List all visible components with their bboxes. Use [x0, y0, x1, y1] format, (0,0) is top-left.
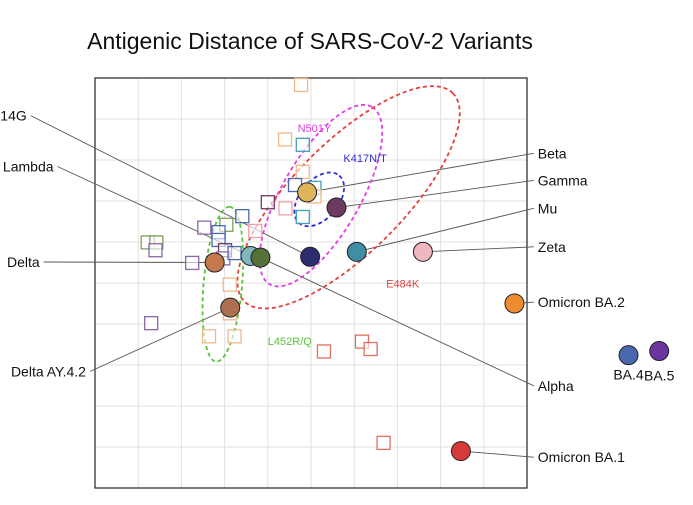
cluster-n501y — [258, 103, 384, 288]
variant-point-beta — [297, 182, 318, 203]
serum-point — [278, 201, 293, 216]
serum-point — [227, 329, 242, 344]
variant-point-gamma — [326, 197, 347, 218]
variant-label-delta: Delta — [7, 254, 40, 270]
serum-point — [293, 77, 309, 93]
variant-label-ba-5: BA.5 — [644, 368, 675, 384]
serum-point — [277, 132, 293, 147]
leader-line-beta — [307, 152, 534, 193]
cluster-label-n501y: N501Y — [298, 123, 332, 135]
serum-point — [148, 243, 163, 258]
cluster-l452r-q — [201, 205, 245, 363]
variant-point-alpha — [250, 247, 271, 268]
serum-point — [144, 316, 159, 331]
serum-point — [227, 245, 242, 261]
variant-label-ba-4: BA.4 — [613, 366, 644, 382]
variant-label-lambda: Lambda — [3, 158, 54, 174]
variant-label-omicron-ba-1: Omicron BA.1 — [538, 449, 625, 465]
serum-point — [295, 164, 310, 180]
serum-point — [295, 137, 310, 152]
cluster-label-l452r-q: L452R/Q — [268, 336, 312, 348]
variant-point-mu — [346, 241, 367, 262]
serum-point — [222, 277, 237, 292]
leader-line-gamma — [336, 179, 534, 209]
leader-line-delta-ay-4-2 — [89, 307, 231, 372]
serum-point — [376, 435, 391, 451]
cluster-e484k — [236, 85, 461, 310]
variant-label-614g: 614G — [0, 108, 27, 124]
grid — [95, 78, 527, 488]
plot-frame — [94, 77, 528, 489]
serum-point — [248, 223, 263, 239]
variant-label-beta: Beta — [538, 145, 567, 161]
leader-line-omicron-ba-1 — [460, 450, 534, 458]
cluster-label-k417n-t: K417N/T — [343, 153, 387, 165]
leader-line-mu — [356, 207, 534, 253]
sera-points — [140, 77, 391, 451]
variant-label-alpha: Alpha — [538, 378, 574, 394]
variant-point-ba-4 — [618, 345, 639, 366]
serum-point — [260, 195, 275, 210]
variant-label-mu: Mu — [538, 200, 557, 216]
cluster-label-e484k: E484K — [386, 279, 420, 291]
serum-point — [295, 209, 310, 225]
serum-point — [363, 341, 378, 357]
variant-label-gamma: Gamma — [538, 172, 588, 188]
variant-point-614g — [300, 246, 321, 267]
variant-point-delta — [204, 252, 225, 273]
variant-labels: 614G Lambda Delta Delta AY.4.2 Alpha Beta Gamm… — [0, 108, 675, 466]
variant-label-zeta: Zeta — [538, 239, 566, 255]
variant-point-omicron-ba-2 — [504, 293, 525, 314]
variant-label-omicron-ba-2: Omicron BA.2 — [538, 294, 625, 310]
variant-points — [204, 182, 670, 462]
variant-point-delta-ay-4-2 — [220, 297, 241, 318]
variant-point-zeta — [412, 241, 433, 262]
variant-label-delta-ay-4-2: Delta AY.4.2 — [11, 363, 86, 379]
serum-point — [197, 220, 212, 235]
variant-point-omicron-ba-1 — [450, 441, 471, 462]
serum-point — [235, 209, 250, 224]
variant-point-ba-5 — [649, 341, 670, 362]
leader-line-zeta — [422, 246, 534, 253]
leader-line-alpha — [260, 257, 534, 387]
serum-point — [201, 329, 217, 344]
serum-point — [316, 344, 332, 359]
chart-title: Antigenic Distance of SARS-CoV-2 Variant… — [87, 28, 533, 54]
serum-point — [185, 255, 200, 271]
